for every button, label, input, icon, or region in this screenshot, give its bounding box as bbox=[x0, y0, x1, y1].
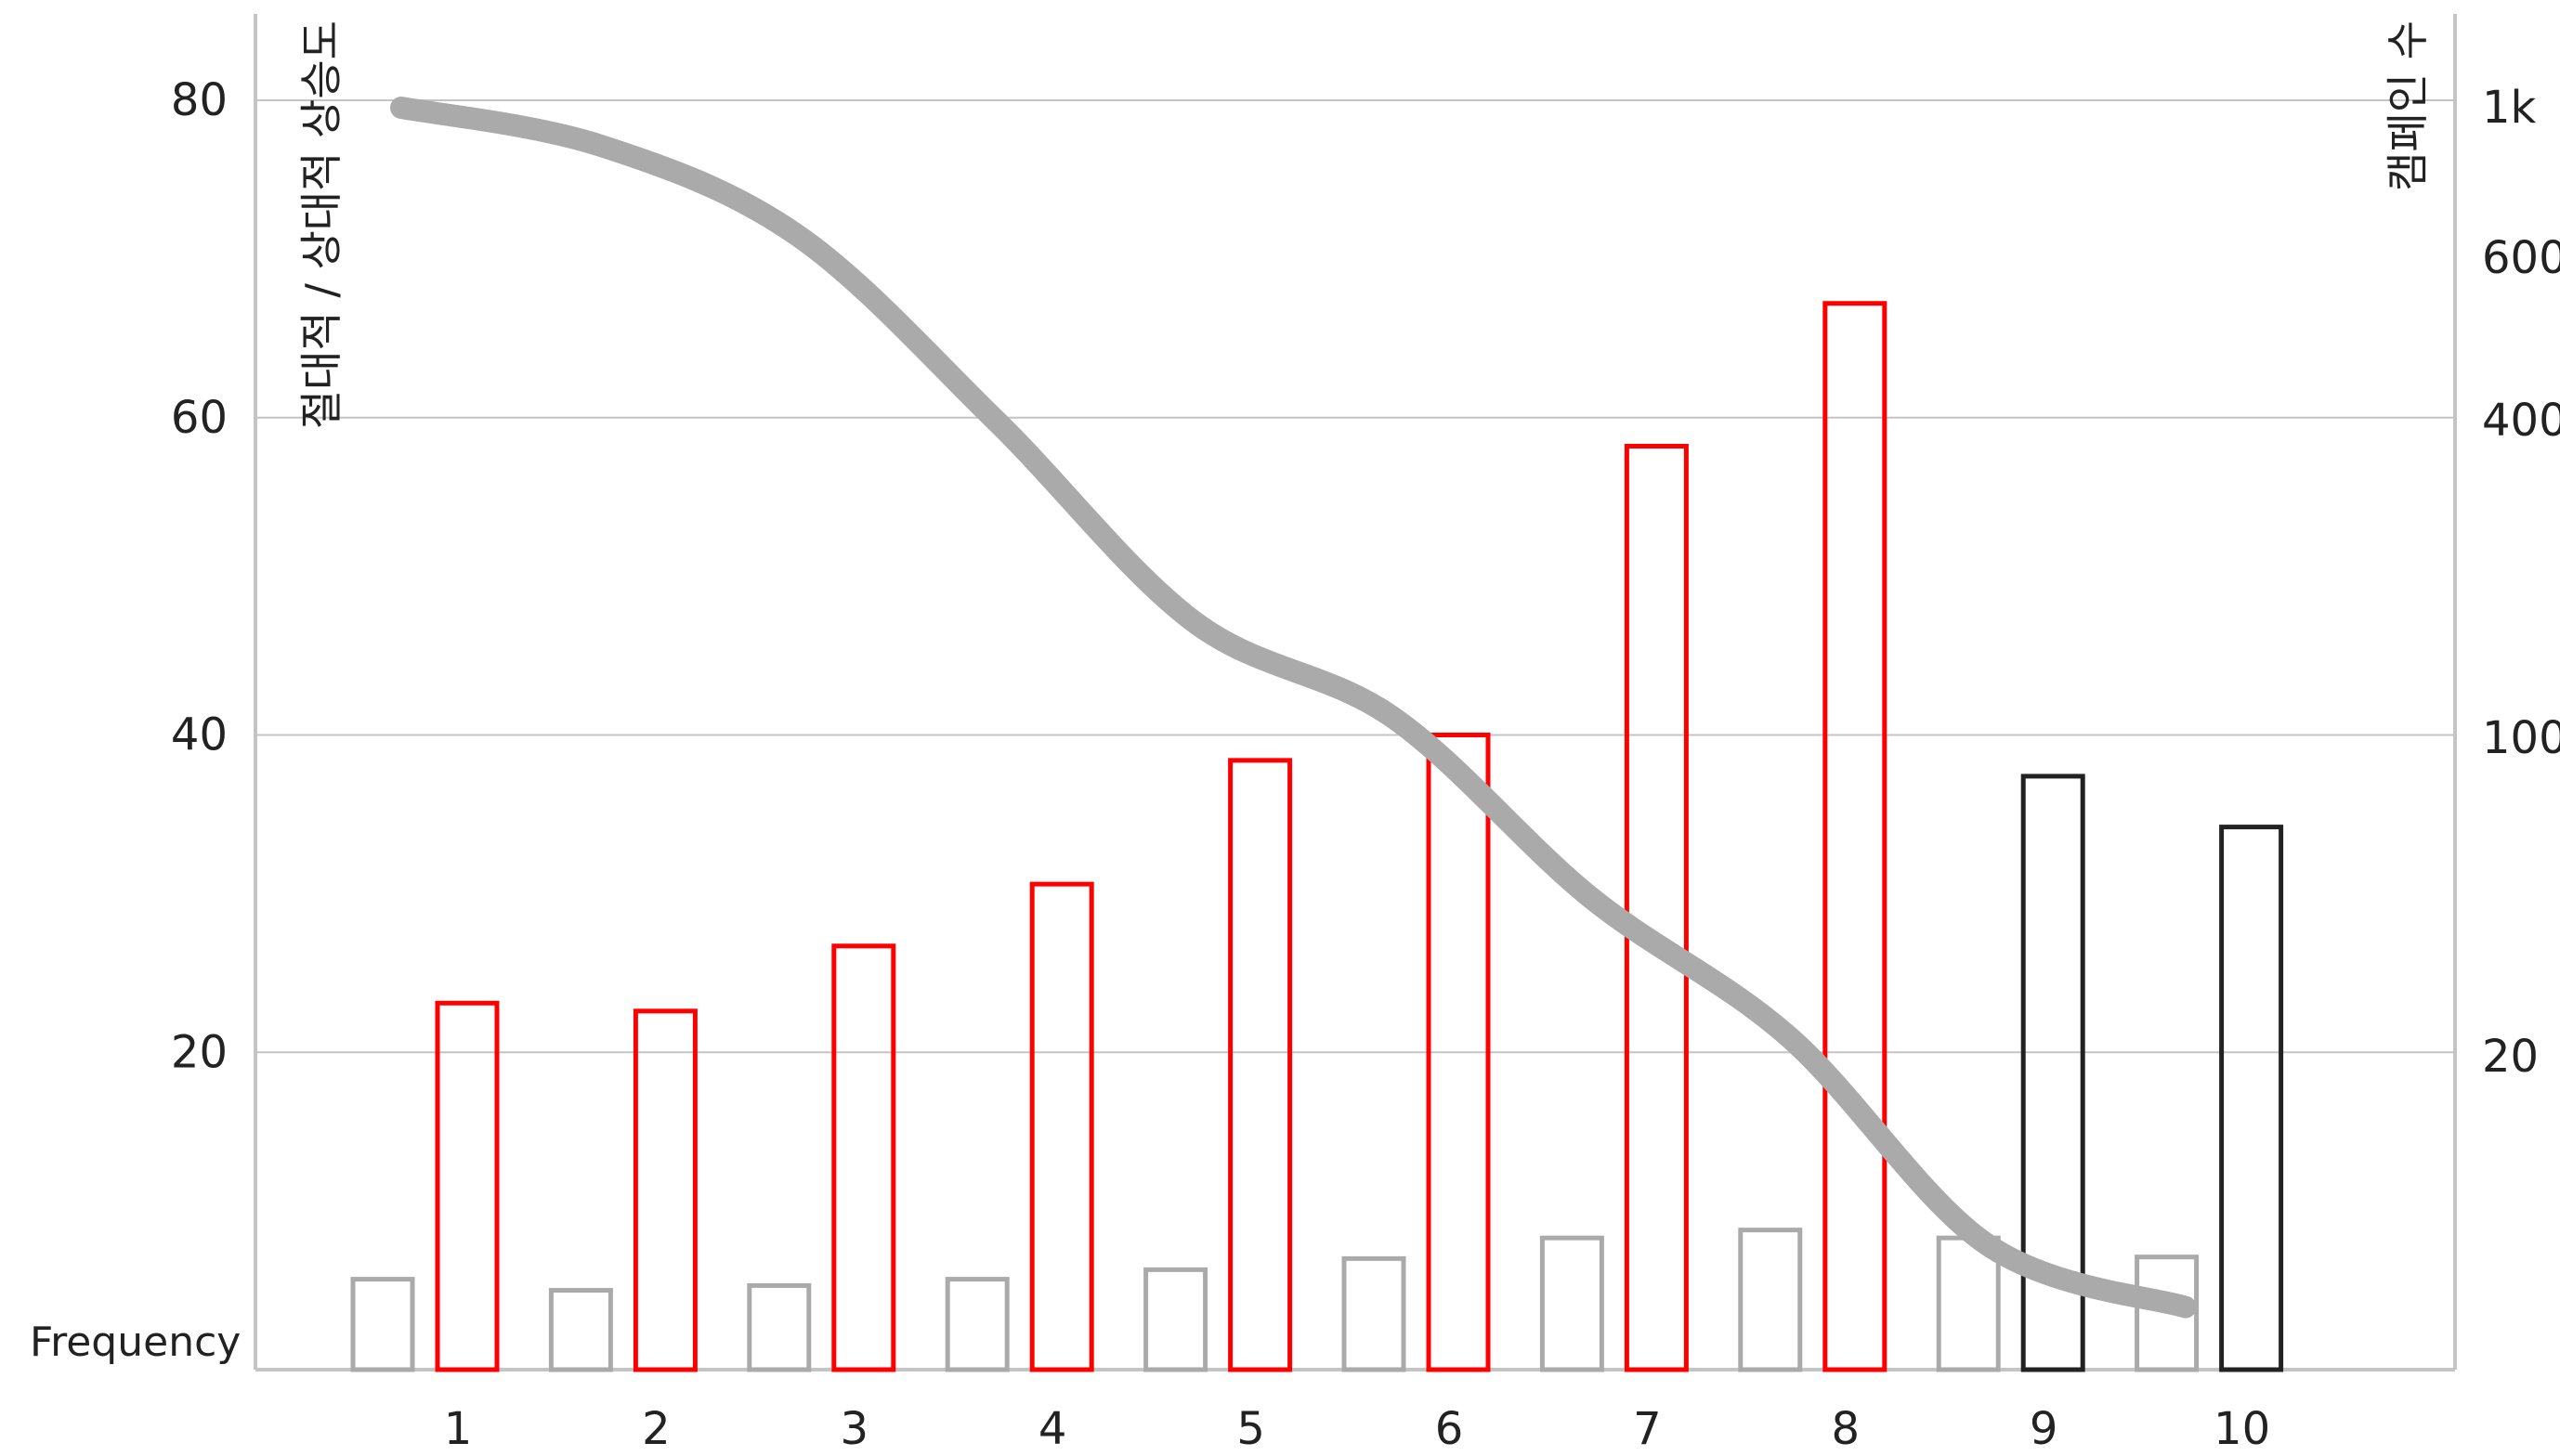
x-tick-label: 3 bbox=[841, 1403, 869, 1455]
bar-series-2 bbox=[633, 1008, 698, 1372]
bar-series-1 bbox=[1738, 1228, 1803, 1372]
left-y-tick-label: 60 bbox=[171, 392, 228, 444]
left-y-tick-label: 20 bbox=[171, 1026, 228, 1078]
x-tick-label: 10 bbox=[2214, 1403, 2270, 1455]
right-y-tick-label: 20 bbox=[2482, 1031, 2539, 1083]
bar-series-1 bbox=[350, 1277, 415, 1372]
bar-series-2 bbox=[435, 1000, 500, 1372]
curve bbox=[390, 97, 2197, 1319]
right-y-tick-label: 600 bbox=[2482, 232, 2560, 284]
x-tick-label: 9 bbox=[2030, 1403, 2058, 1455]
bar-series-1 bbox=[1539, 1235, 1604, 1372]
bar-series-2 bbox=[831, 943, 896, 1372]
bar-series-2 bbox=[2020, 774, 2085, 1372]
x-tick-label: 7 bbox=[1633, 1403, 1662, 1455]
right-y-tick-label: 1k bbox=[2482, 82, 2537, 134]
right-y-tick-label: 400 bbox=[2482, 395, 2560, 447]
bar-series-1 bbox=[1143, 1267, 1208, 1372]
bar-series-2 bbox=[1029, 881, 1094, 1372]
right-y-axis-title: 캠페인 수 bbox=[2383, 20, 2433, 191]
bar-series-2 bbox=[1822, 301, 1887, 1372]
left-y-tick-label: 80 bbox=[171, 74, 228, 126]
bar-series-2 bbox=[2219, 825, 2284, 1372]
x-tick-label: 1 bbox=[444, 1403, 473, 1455]
bar-series-2 bbox=[1426, 733, 1491, 1372]
x-tick-label: 2 bbox=[642, 1403, 671, 1455]
left-y-tick-label: 40 bbox=[171, 709, 228, 761]
x-tick-label: 8 bbox=[1832, 1403, 1861, 1455]
bar-series-1 bbox=[747, 1282, 812, 1372]
campaign-count-curve bbox=[390, 97, 2197, 1319]
right-y-tick-label: 100 bbox=[2482, 712, 2560, 764]
bar-series-1 bbox=[1341, 1255, 1406, 1372]
x-tick-label: 5 bbox=[1236, 1403, 1265, 1455]
tick-labels: 20 40 60 80 20 100 400 600 1k 1 2 3 4 5 6 7 8 9 10 bbox=[171, 74, 2560, 1455]
bar-series-1 bbox=[2135, 1254, 2200, 1372]
x-tick-label: 4 bbox=[1038, 1403, 1067, 1455]
bars bbox=[350, 301, 2284, 1372]
grid-lines bbox=[255, 99, 2455, 1054]
left-y-axis-title: 절대적 / 상대적 상승도 bbox=[296, 20, 346, 429]
bar-series-2 bbox=[1624, 444, 1689, 1372]
x-axis-title: Frequency bbox=[30, 1319, 241, 1366]
bar-series-1 bbox=[548, 1288, 613, 1372]
x-tick-label: 6 bbox=[1435, 1403, 1464, 1455]
bar-series-2 bbox=[1228, 758, 1293, 1372]
bar-series-1 bbox=[945, 1277, 1010, 1372]
